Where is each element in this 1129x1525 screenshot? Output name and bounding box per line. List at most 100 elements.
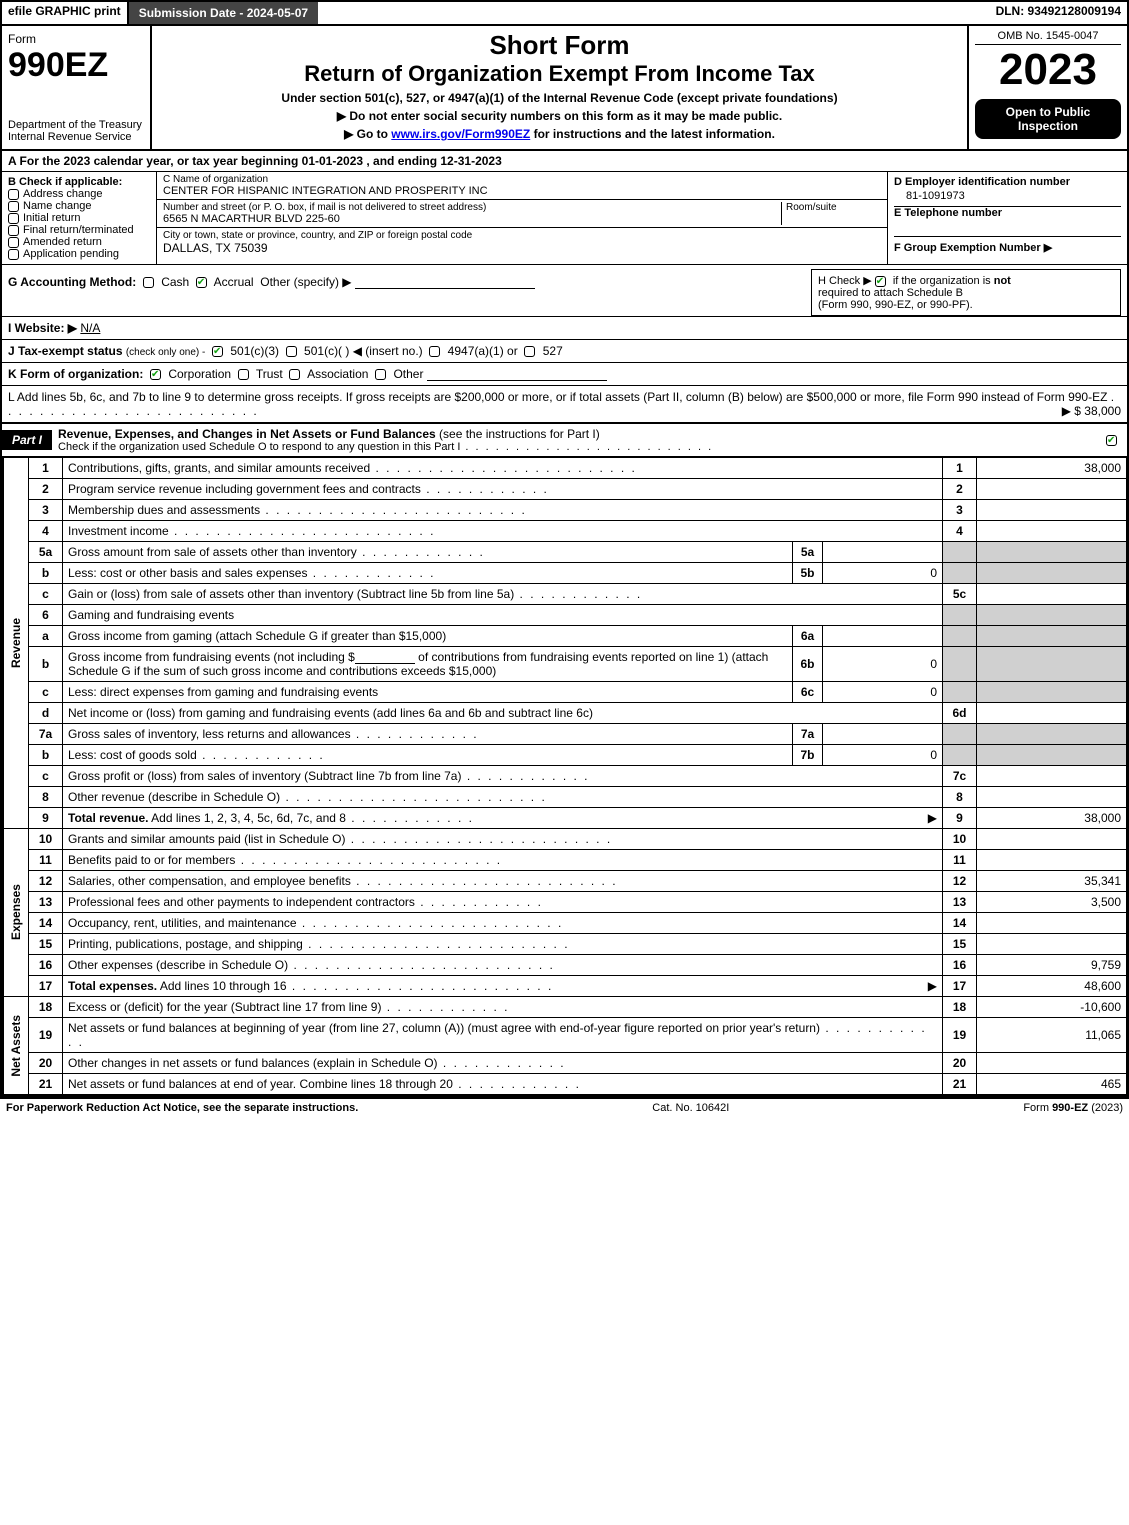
c-room-label: Room/suite — [786, 202, 881, 213]
line-21-n: 21 — [943, 1074, 977, 1095]
c-street-label: Number and street (or P. O. box, if mail… — [163, 202, 781, 213]
line-21-desc: Net assets or fund balances at end of ye… — [68, 1077, 453, 1091]
line-8-val — [977, 787, 1127, 808]
b-label: B Check if applicable: — [8, 176, 150, 188]
chk-other-org[interactable] — [375, 369, 386, 380]
line-6d: dNet income or (loss) from gaming and fu… — [3, 703, 1127, 724]
chk-application-pending[interactable] — [8, 249, 19, 260]
chk-accrual[interactable] — [196, 277, 207, 288]
j-opt2: 501(c)( ) — [304, 344, 349, 358]
note-link-pre: ▶ Go to — [344, 127, 391, 141]
j-sub: (check only one) - — [126, 347, 205, 358]
k-other-blank[interactable] — [427, 369, 607, 381]
title-return: Return of Organization Exempt From Incom… — [160, 61, 959, 87]
l-amount: ▶ $ 38,000 — [1062, 404, 1121, 418]
line-5c: cGain or (loss) from sale of assets othe… — [3, 584, 1127, 605]
line-7a-sub: 7a — [793, 724, 823, 745]
chk-address-change[interactable] — [8, 189, 19, 200]
line-14-val — [977, 913, 1127, 934]
line-7b-subval: 0 — [823, 745, 943, 766]
chk-initial-return[interactable] — [8, 213, 19, 224]
j-label: J Tax-exempt status — [8, 344, 123, 358]
line-14: 14Occupancy, rent, utilities, and mainte… — [3, 913, 1127, 934]
line-17-n: 17 — [943, 976, 977, 997]
section-b: B Check if applicable: Address change Na… — [2, 172, 157, 264]
chk-corporation[interactable] — [150, 369, 161, 380]
note-link-post: for instructions and the latest informat… — [530, 127, 775, 141]
netassets-vlabel: Net Assets — [9, 1015, 23, 1077]
form-number: 990EZ — [8, 46, 144, 85]
line-6b-subval: 0 — [823, 647, 943, 682]
h-line3: (Form 990, 990-EZ, or 990-PF). — [818, 299, 1114, 311]
line-8: 8Other revenue (describe in Schedule O) … — [3, 787, 1127, 808]
line-13-val: 3,500 — [977, 892, 1127, 913]
chk-501c[interactable] — [286, 346, 297, 357]
section-i: I Website: ▶ N/A — [2, 316, 1127, 340]
line-21-val: 465 — [977, 1074, 1127, 1095]
chk-association[interactable] — [289, 369, 300, 380]
g-other-blank[interactable] — [355, 277, 535, 289]
line-18-val: -10,600 — [977, 997, 1127, 1018]
line-2-n: 2 — [943, 479, 977, 500]
chk-501c3[interactable] — [212, 346, 223, 357]
line-11-n: 11 — [943, 850, 977, 871]
g-other: Other (specify) ▶ — [260, 275, 351, 289]
line-3-val — [977, 500, 1127, 521]
section-bcdef: B Check if applicable: Address change Na… — [2, 172, 1127, 265]
line-4-desc: Investment income — [68, 524, 169, 538]
line-14-desc: Occupancy, rent, utilities, and maintena… — [68, 916, 297, 930]
section-gh: G Accounting Method: Cash Accrual Other … — [2, 265, 1127, 316]
line-13-desc: Professional fees and other payments to … — [68, 895, 415, 909]
note-ssn: ▶ Do not enter social security numbers o… — [160, 109, 959, 123]
line-17-desc: Total expenses. — [68, 979, 157, 993]
chk-527[interactable] — [524, 346, 535, 357]
website: N/A — [80, 321, 100, 335]
line-9-desc2: Add lines 1, 2, 3, 4, 5c, 6d, 7c, and 8 — [148, 811, 345, 825]
line-11-desc: Benefits paid to or for members — [68, 853, 235, 867]
line-7b: bLess: cost of goods sold 7b0 — [3, 745, 1127, 766]
chk-final-return[interactable] — [8, 225, 19, 236]
part1-label: Part I — [2, 430, 52, 450]
line-12: 12 Salaries, other compensation, and empl… — [3, 871, 1127, 892]
line-12-n: 12 — [943, 871, 977, 892]
chk-schedule-o[interactable] — [1106, 435, 1117, 446]
efile-label: efile GRAPHIC print — [2, 2, 129, 24]
chk-4947[interactable] — [429, 346, 440, 357]
line-6c: cLess: direct expenses from gaming and f… — [3, 682, 1127, 703]
part1-title: Revenue, Expenses, and Changes in Net As… — [52, 424, 1100, 456]
j-opt1: 501(c)(3) — [230, 344, 279, 358]
i-label: I Website: ▶ — [8, 321, 77, 335]
chk-schedule-b[interactable] — [875, 276, 886, 287]
line-18: Net Assets 18Excess or (deficit) for the… — [3, 997, 1127, 1018]
line-12-desc: Salaries, other compensation, and employ… — [68, 874, 351, 888]
line-5a: 5aGross amount from sale of assets other… — [3, 542, 1127, 563]
section-def: D Employer identification number 81-1091… — [887, 172, 1127, 264]
chk-amended-return[interactable] — [8, 237, 19, 248]
line-6a-desc: Gross income from gaming (attach Schedul… — [68, 629, 446, 643]
section-h: H Check ▶ if the organization is not req… — [811, 269, 1121, 316]
revenue-vlabel: Revenue — [9, 618, 23, 668]
note-link: ▶ Go to www.irs.gov/Form990EZ for instru… — [160, 127, 959, 141]
line-2-desc: Program service revenue including govern… — [68, 482, 421, 496]
telephone — [894, 219, 1121, 237]
chk-name-change[interactable] — [8, 201, 19, 212]
chk-trust[interactable] — [238, 369, 249, 380]
line-6c-desc: Less: direct expenses from gaming and fu… — [68, 685, 378, 699]
line-15-val — [977, 934, 1127, 955]
topbar: efile GRAPHIC print Submission Date - 20… — [2, 2, 1127, 26]
j-insert: ◀ (insert no.) — [353, 344, 423, 358]
open-to-public: Open to Public Inspection — [975, 99, 1121, 139]
section-j: J Tax-exempt status (check only one) - 5… — [2, 340, 1127, 363]
line-16-val: 9,759 — [977, 955, 1127, 976]
chk-cash[interactable] — [143, 277, 154, 288]
line-6d-val — [977, 703, 1127, 724]
line-6c-subval: 0 — [823, 682, 943, 703]
line-6-desc: Gaming and fundraising events — [63, 605, 943, 626]
footer-left: For Paperwork Reduction Act Notice, see … — [6, 1102, 358, 1114]
line-6: 6Gaming and fundraising events — [3, 605, 1127, 626]
irs-link[interactable]: www.irs.gov/Form990EZ — [391, 127, 530, 141]
g-label: G Accounting Method: — [8, 275, 136, 289]
expenses-vlabel: Expenses — [9, 884, 23, 940]
line-2-val — [977, 479, 1127, 500]
line-6a: aGross income from gaming (attach Schedu… — [3, 626, 1127, 647]
